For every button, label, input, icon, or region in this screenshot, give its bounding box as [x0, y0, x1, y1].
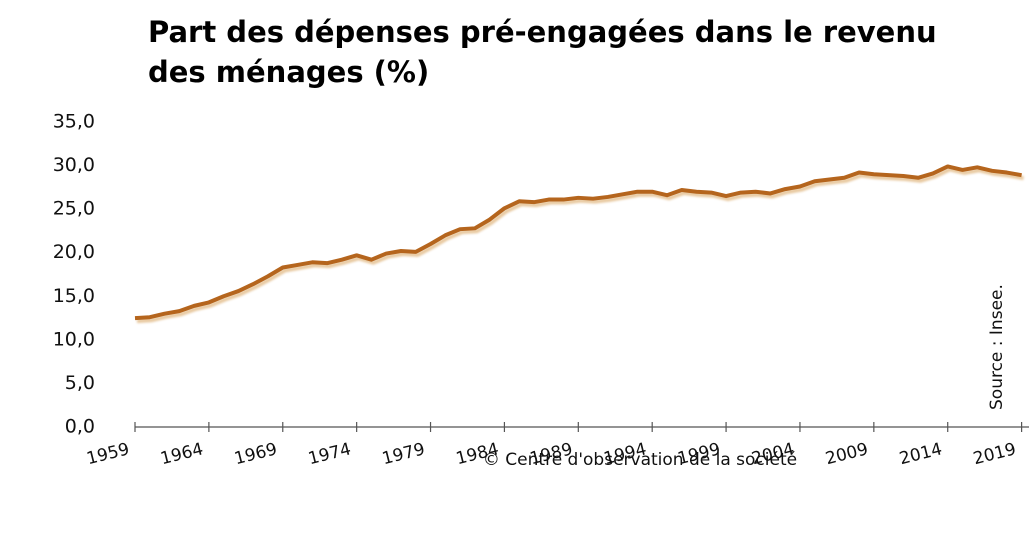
y-tick-label: 0,0	[65, 416, 95, 438]
y-tick-label: 10,0	[53, 328, 95, 350]
y-tick-label: 30,0	[53, 154, 95, 176]
x-tick-label: 2014	[897, 439, 944, 469]
y-tick-label: 20,0	[53, 241, 95, 263]
x-tick-label: 1974	[306, 439, 353, 469]
y-tick-label: 15,0	[53, 285, 95, 307]
y-tick-label: 25,0	[53, 198, 95, 220]
annotation: Source : Insee.	[987, 284, 1007, 410]
y-tick-label: 5,0	[65, 372, 95, 394]
x-tick-label: 1959	[85, 439, 132, 469]
x-tick-label: 1964	[158, 439, 205, 469]
x-tick-label: 1979	[380, 439, 427, 469]
x-tick-label: 1969	[232, 439, 279, 469]
series-line	[134, 164, 1022, 321]
x-tick-label: 2019	[971, 439, 1018, 469]
y-tick-label: 35,0	[53, 111, 95, 133]
x-tick-label: 2009	[823, 439, 870, 469]
chart-title: Part des dépenses pré-engagées dans le r…	[148, 15, 937, 89]
annotation: © Centre d'observation de la société	[483, 450, 797, 470]
